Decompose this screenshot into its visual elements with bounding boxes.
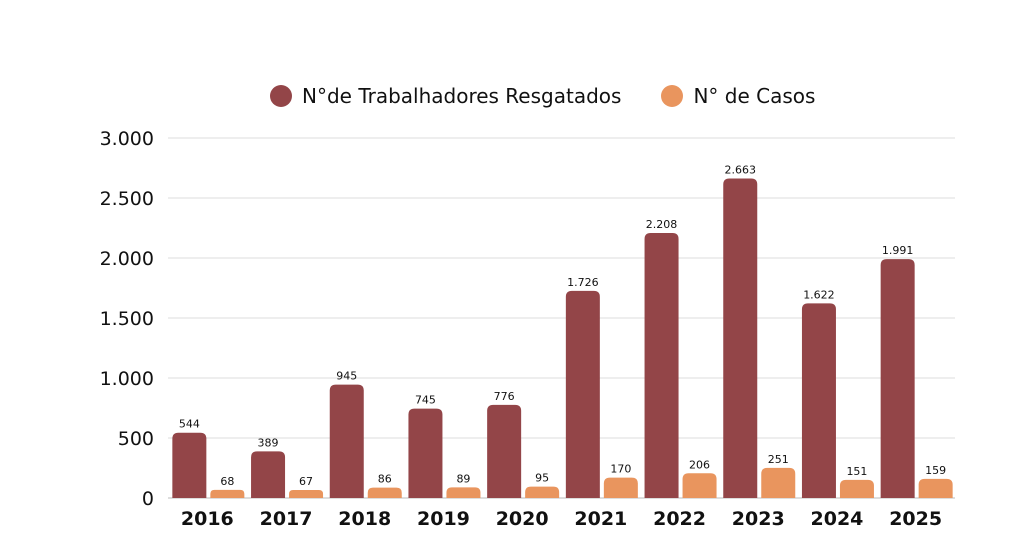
- bar-trabalhadores: [408, 408, 443, 498]
- x-tick-label: 2017: [260, 508, 313, 530]
- bar-casos: [367, 487, 402, 498]
- bar-trabalhadores: [565, 290, 600, 498]
- x-tick-label: 2024: [811, 508, 864, 530]
- data-label: 206: [689, 458, 710, 471]
- y-tick-label: 1.500: [100, 308, 154, 330]
- y-tick-label: 2.500: [100, 188, 154, 210]
- bar-casos: [210, 489, 245, 498]
- x-tick-label: 2018: [338, 508, 391, 530]
- bar-trabalhadores: [880, 259, 915, 498]
- data-label: 776: [494, 390, 515, 403]
- legend-item-casos: N° de Casos: [661, 84, 815, 108]
- legend-swatch-trabalhadores: [270, 85, 292, 107]
- bar-casos: [525, 486, 560, 498]
- data-label: 1.622: [803, 288, 835, 301]
- data-label: 1.726: [567, 276, 599, 289]
- bar-trabalhadores: [644, 233, 679, 499]
- x-tick-label: 2023: [732, 508, 785, 530]
- data-label: 86: [378, 473, 392, 486]
- legend-label-casos: N° de Casos: [693, 84, 816, 108]
- y-tick-label: 0: [142, 488, 154, 510]
- bar-casos: [446, 487, 481, 498]
- bar-trabalhadores: [251, 451, 286, 498]
- x-tick-label: 2016: [181, 508, 234, 530]
- data-label: 67: [299, 475, 313, 488]
- data-label: 945: [336, 370, 357, 383]
- chart-legend: N°de Trabalhadores Resgatados N° de Caso…: [270, 84, 855, 108]
- x-tick-label: 2025: [889, 508, 942, 530]
- bar-casos: [603, 477, 638, 498]
- x-tick-label: 2022: [653, 508, 706, 530]
- data-label: 170: [610, 463, 631, 476]
- bar-trabalhadores: [172, 432, 207, 498]
- legend-label-trabalhadores: N°de Trabalhadores Resgatados: [302, 84, 622, 108]
- bar-trabalhadores: [329, 384, 364, 498]
- y-tick-label: 500: [118, 428, 154, 450]
- legend-swatch-casos: [661, 85, 684, 107]
- data-label: 159: [925, 464, 946, 477]
- bar-trabalhadores: [487, 404, 522, 498]
- legend-item-trabalhadores: N°de Trabalhadores Resgatados: [270, 84, 621, 108]
- data-label: 1.991: [882, 244, 914, 257]
- bar-casos: [839, 479, 874, 498]
- bar-casos: [289, 489, 324, 498]
- y-tick-label: 1.000: [100, 368, 154, 390]
- bar-trabalhadores: [723, 178, 758, 498]
- data-label: 544: [179, 418, 200, 431]
- data-label: 68: [220, 475, 234, 488]
- data-label: 95: [535, 472, 549, 485]
- data-label: 89: [456, 472, 470, 485]
- data-label: 251: [768, 453, 789, 466]
- data-label: 2.208: [646, 218, 678, 231]
- y-tick-label: 3.000: [100, 128, 154, 150]
- x-tick-label: 2020: [496, 508, 549, 530]
- bar-casos: [918, 478, 953, 498]
- x-tick-label: 2021: [574, 508, 627, 530]
- data-label: 151: [846, 465, 867, 478]
- x-tick-label: 2019: [417, 508, 470, 530]
- bar-trabalhadores: [801, 303, 836, 498]
- bar-casos: [761, 467, 796, 498]
- y-tick-label: 2.000: [100, 248, 154, 270]
- data-label: 389: [258, 436, 279, 449]
- data-label: 2.663: [725, 163, 757, 176]
- bar-casos: [682, 473, 717, 498]
- data-label: 745: [415, 394, 436, 407]
